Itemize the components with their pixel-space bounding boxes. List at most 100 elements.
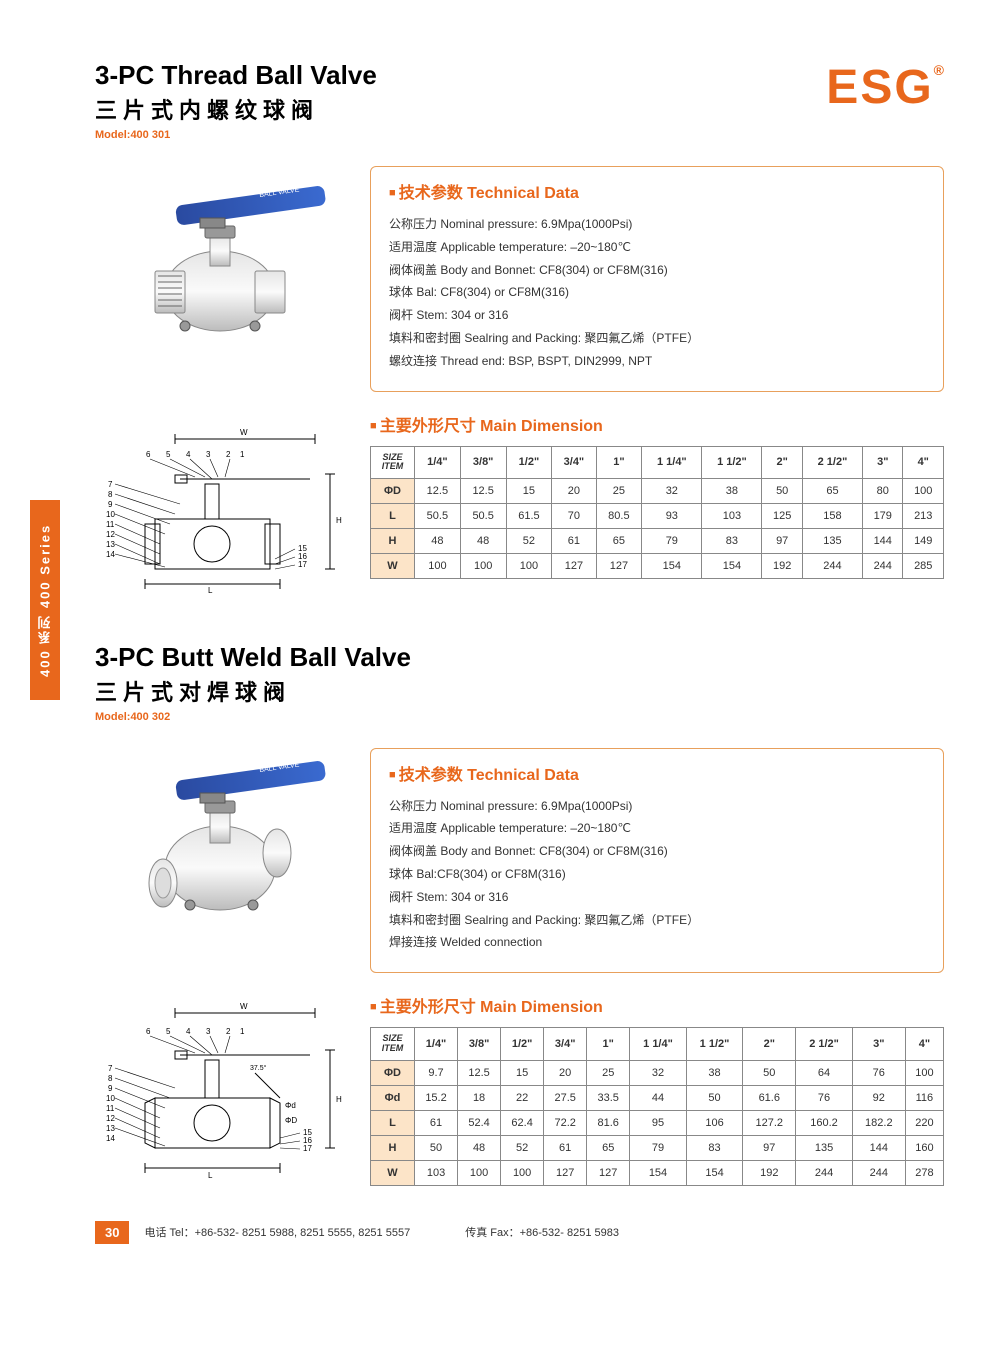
svg-text:8: 8 [108,490,113,499]
table-cell: 154 [642,554,702,579]
table-size-header: 1/4" [415,1028,458,1061]
table-cell: 100 [415,554,461,579]
table-cell: 50.5 [415,504,461,529]
table-cell: 15 [506,479,552,504]
footer-fax: 传真 Fax：+86-532- 8251 5983 [465,1224,619,1240]
svg-text:17: 17 [303,1144,312,1153]
brand-name: ESG [826,60,933,115]
svg-text:1: 1 [240,1027,245,1036]
table-cell: 32 [642,479,702,504]
table-size-header: 1" [596,446,642,479]
table-cell: 18 [458,1085,501,1110]
product1-tech-title: 技术参数 Technical Data [389,179,925,203]
table-size-header: 1/2" [501,1028,544,1061]
table-row-header: W [371,554,415,579]
table-size-header: 3/8" [460,446,506,479]
table-cell: 106 [686,1110,743,1135]
table-row-header: ΦD [371,479,415,504]
footer-tel: 电话 Tel：+86-532- 8251 5988, 8251 5555, 82… [144,1224,410,1240]
table-cell: 154 [702,554,762,579]
table-cell: 79 [630,1135,687,1160]
table-corner: SIZEITEM [371,1028,415,1061]
table-cell: 127 [587,1160,630,1185]
table-size-header: 3/8" [458,1028,501,1061]
table-row-header: H [371,1135,415,1160]
table-cell: 97 [762,529,802,554]
svg-text:6: 6 [146,450,151,459]
table-cell: 38 [702,479,762,504]
table-cell: 12.5 [460,479,506,504]
product1-title-en: 3-PC Thread Ball Valve [95,60,377,91]
product2-tech-list: 公称压力 Nominal pressure: 6.9Mpa(1000Psi)适用… [389,795,925,955]
table-cell: 192 [743,1160,796,1185]
svg-text:H: H [336,516,342,525]
brand-logo: ESG ® [826,60,944,115]
table-cell: 70 [552,504,596,529]
product2-tech-box: 技术参数 Technical Data 公称压力 Nominal pressur… [370,748,944,974]
svg-text:H: H [336,1095,342,1104]
product2-diagram: 37.5° WLH [95,993,355,1183]
table-row-header: L [371,1110,415,1135]
page-footer: 30 电话 Tel：+86-532- 8251 5988, 8251 5555,… [95,1221,944,1244]
table-cell: 27.5 [544,1085,587,1110]
table-cell: 76 [852,1060,905,1085]
tech-line: 公称压力 Nominal pressure: 6.9Mpa(1000Psi) [389,213,925,236]
table-row-header: Φd [371,1085,415,1110]
tech-line: 阀杆 Stem: 304 or 316 [389,304,925,327]
table-cell: 38 [686,1060,743,1085]
table-size-header: 1 1/4" [642,446,702,479]
tech-line: 公称压力 Nominal pressure: 6.9Mpa(1000Psi) [389,795,925,818]
table-size-header: 1 1/4" [630,1028,687,1061]
product1-diagram: WLH 78910 11121314 654321 151617 [95,412,355,602]
tech-line: 填料和密封圈 Sealring and Packing: 聚四氟乙烯（PTFE） [389,327,925,350]
table-corner: SIZEITEM [371,446,415,479]
svg-text:11: 11 [106,1104,115,1113]
table-cell: 80.5 [596,504,642,529]
table-cell: 103 [702,504,762,529]
table-row-header: ΦD [371,1060,415,1085]
table-cell: 100 [458,1160,501,1185]
table-cell: 32 [630,1060,687,1085]
table-cell: 83 [686,1135,743,1160]
product2-photo: BALL VALVE [95,748,355,938]
table-cell: 100 [501,1160,544,1185]
table-cell: 135 [796,1135,853,1160]
table-size-header: 1 1/2" [702,446,762,479]
svg-text:1: 1 [240,450,245,459]
table-cell: 83 [702,529,762,554]
table-cell: 100 [905,1060,943,1085]
table-cell: 80 [863,479,903,504]
table-cell: 62.4 [501,1110,544,1135]
table-cell: 182.2 [852,1110,905,1135]
table-cell: 61 [544,1135,587,1160]
table-cell: 15.2 [415,1085,458,1110]
table-cell: 100 [903,479,944,504]
table-cell: 52.4 [458,1110,501,1135]
table-cell: 278 [905,1160,943,1185]
table-cell: 179 [863,504,903,529]
table-size-header: 4" [905,1028,943,1061]
svg-text:17: 17 [298,560,307,569]
table-size-header: 1" [587,1028,630,1061]
product2-dim-table: SIZEITEM1/4"3/8"1/2"3/4"1"1 1/4"1 1/2"2"… [370,1027,944,1186]
svg-text:11: 11 [106,520,115,529]
table-cell: 158 [802,504,862,529]
product2-dim-title: 主要外形尺寸 Main Dimension [370,993,944,1017]
table-cell: 244 [863,554,903,579]
table-row-header: W [371,1160,415,1185]
svg-text:14: 14 [106,1134,115,1143]
table-cell: 52 [506,529,552,554]
table-cell: 65 [587,1135,630,1160]
svg-text:9: 9 [108,500,113,509]
table-cell: 127 [544,1160,587,1185]
table-cell: 48 [460,529,506,554]
svg-text:Φd: Φd [285,1101,296,1110]
table-cell: 127 [552,554,596,579]
table-cell: 50 [762,479,802,504]
product1-model: Model:400 301 [95,129,377,141]
table-row-header: L [371,504,415,529]
table-cell: 154 [686,1160,743,1185]
table-cell: 25 [596,479,642,504]
product1-tech-box: 技术参数 Technical Data 公称压力 Nominal pressur… [370,166,944,392]
table-cell: 50 [415,1135,458,1160]
